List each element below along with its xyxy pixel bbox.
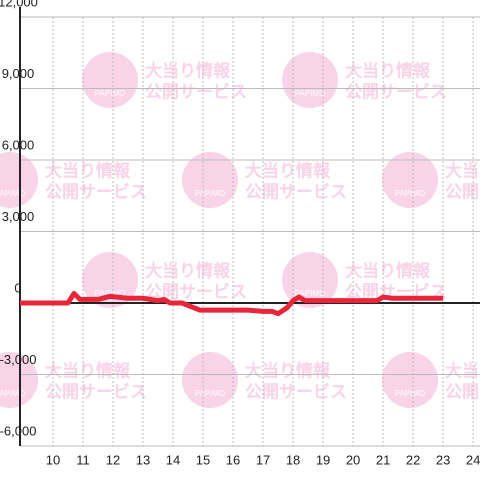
x-tick-label: 14 [166,452,180,467]
watermark-logo: PAPIMO [0,389,25,398]
y-tick-label: 6,000 [2,137,35,152]
x-tick-label: 21 [376,452,390,467]
watermark-circle [82,52,138,108]
watermark-text: 大当り情報 [45,360,131,380]
watermark-text: 大当り情報 [45,160,131,180]
watermark-circle [182,152,238,208]
watermark-logo: PAPIMO [95,289,126,298]
watermark-text: 大当り情報 [445,360,480,380]
x-tick-label: 18 [286,452,300,467]
watermark-circle [282,252,338,308]
watermark-text: 公開サービス [345,82,447,101]
watermark-circle [0,352,38,408]
watermark-logo: PAPIMO [95,89,126,98]
watermark-logo: PAPIMO [195,389,226,398]
x-tick-label: 22 [406,452,420,467]
watermark-logo: PAPIMO [195,189,226,198]
watermark-text: 大当り情報 [345,260,431,280]
x-tick-label: 23 [436,452,450,467]
watermark-circle [382,352,438,408]
watermark-text: 公開サービス [445,182,480,201]
watermark-text: 公開サービス [145,82,247,101]
watermark-text: 公開サービス [45,382,147,401]
watermark-circle [282,52,338,108]
watermark-text: 大当り情報 [445,160,480,180]
watermark-text: 公開サービス [145,282,247,301]
watermark-text: 公開サービス [45,182,147,201]
watermark-text: 大当り情報 [145,260,231,280]
line [20,290,444,317]
watermark-text: 公開サービス [245,182,347,201]
watermark-logo: PAPIMO [295,89,326,98]
x-tick-label: 11 [76,452,90,467]
watermark-circle [0,152,38,208]
y-tick-label: -6,000 [0,423,36,438]
watermark-text: 公開サービス [445,382,480,401]
watermark-text: 大当り情報 [345,60,431,80]
x-tick-label: 24 [466,452,480,467]
watermark-text: 大当り情報 [245,360,331,380]
y-tick-label: 3,000 [2,209,35,224]
x-tick-label: 20 [346,452,360,467]
watermark-text: 大当り情報 [245,160,331,180]
watermark-circle [382,152,438,208]
y-tick-label: 12,000 [0,0,38,9]
x-tick-label: 10 [46,452,60,467]
watermark-logo: PAPIMO [0,189,25,198]
y-tick-label: 0 [14,280,21,295]
x-tick-label: 12 [106,452,120,467]
watermark-circle [182,352,238,408]
y-tick-label: 9,000 [2,66,35,81]
x-tick-label: 17 [256,452,270,467]
x-tick-label: 13 [136,452,150,467]
watermark-text: 大当り情報 [145,60,231,80]
x-tick-label: 16 [226,452,240,467]
x-tick-label: 19 [316,452,330,467]
x-tick-label: 15 [196,452,210,467]
y-tick-label: -3,000 [0,352,36,367]
watermark-text: 公開サービス [245,382,347,401]
watermark-logo: PAPIMO [395,189,426,198]
watermark-circle [82,252,138,308]
watermark-logo: PAPIMO [295,289,326,298]
watermark-logo: PAPIMO [395,389,426,398]
